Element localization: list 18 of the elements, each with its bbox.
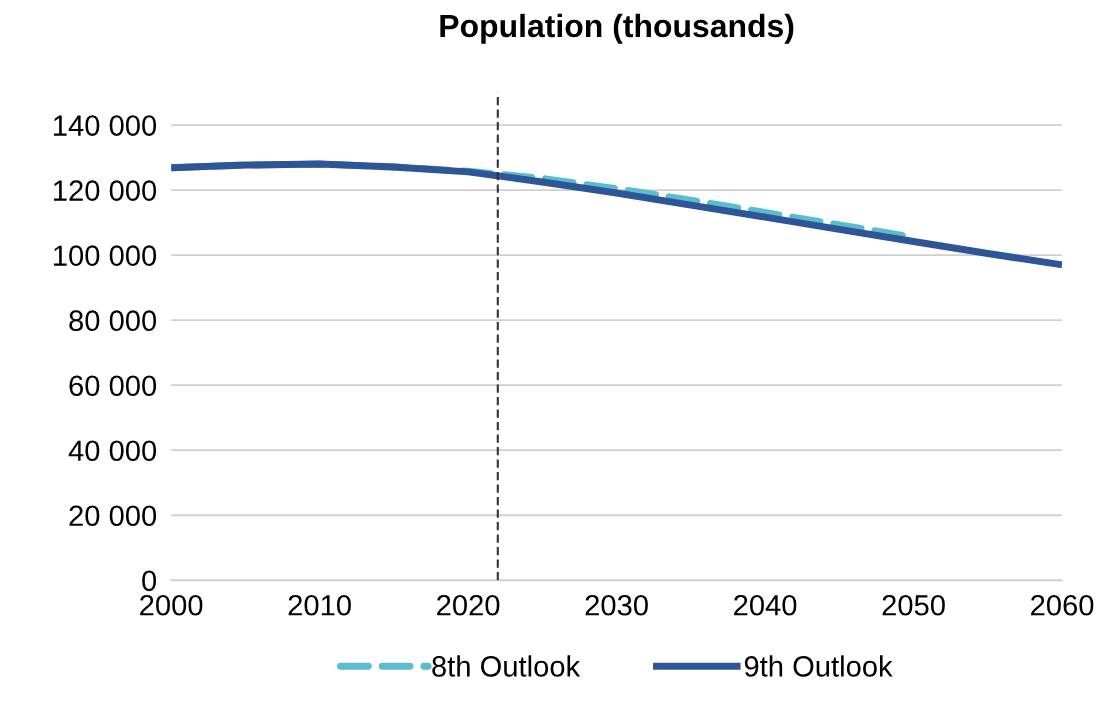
x-tick-label: 2050 [882, 594, 945, 616]
y-tick-label: 120 000 [54, 180, 157, 201]
y-tick-label: 60 000 [69, 375, 157, 397]
y-tick-label: 0 [142, 570, 157, 592]
x-tick-label: 2020 [437, 594, 500, 616]
x-tick-label: 2060 [1031, 594, 1094, 616]
legend-label: 8th Outlook [432, 655, 581, 677]
y-tick-label: 40 000 [68, 440, 157, 462]
x-tick-label: 2010 [288, 594, 351, 616]
x-tick-label: 2030 [585, 594, 648, 616]
y-tick-label: 100 000 [54, 245, 157, 266]
chart-title: Population (thousands) [440, 13, 794, 44]
y-tick-label: 140 000 [54, 115, 157, 136]
x-tick-label: 2040 [734, 594, 797, 616]
legend-label: 9th Outlook [744, 655, 893, 677]
y-tick-label: 80 000 [69, 310, 157, 332]
x-tick-label: 2000 [140, 594, 203, 616]
y-tick-label: 20 000 [69, 505, 157, 527]
